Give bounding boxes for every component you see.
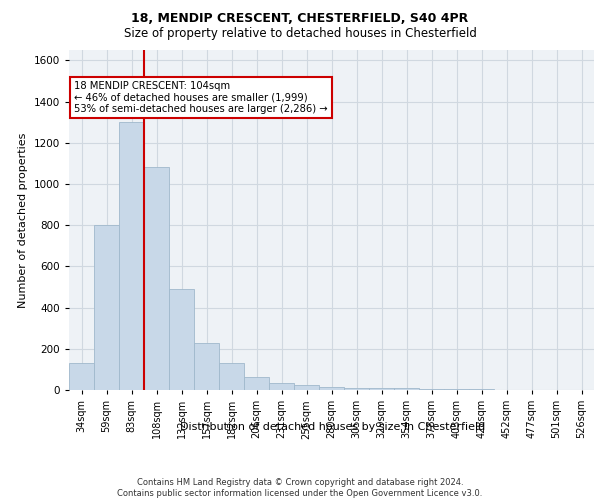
Text: Size of property relative to detached houses in Chesterfield: Size of property relative to detached ho… <box>124 28 476 40</box>
Bar <box>244 376 269 390</box>
Bar <box>369 388 394 390</box>
Bar <box>144 168 169 390</box>
Text: Contains HM Land Registry data © Crown copyright and database right 2024.
Contai: Contains HM Land Registry data © Crown c… <box>118 478 482 498</box>
Text: Distribution of detached houses by size in Chesterfield: Distribution of detached houses by size … <box>181 422 485 432</box>
Bar <box>69 363 94 390</box>
Y-axis label: Number of detached properties: Number of detached properties <box>18 132 28 308</box>
Bar <box>194 342 219 390</box>
Bar <box>169 289 194 390</box>
Text: 18, MENDIP CRESCENT, CHESTERFIELD, S40 4PR: 18, MENDIP CRESCENT, CHESTERFIELD, S40 4… <box>131 12 469 26</box>
Bar <box>269 383 294 390</box>
Bar <box>94 225 119 390</box>
Bar <box>344 388 369 390</box>
Bar <box>469 389 494 390</box>
Bar <box>444 389 469 390</box>
Bar <box>319 387 344 390</box>
Text: 18 MENDIP CRESCENT: 104sqm
← 46% of detached houses are smaller (1,999)
53% of s: 18 MENDIP CRESCENT: 104sqm ← 46% of deta… <box>74 80 328 114</box>
Bar <box>394 388 419 390</box>
Bar <box>294 385 319 390</box>
Bar <box>219 363 244 390</box>
Bar <box>119 122 144 390</box>
Bar <box>419 389 444 390</box>
